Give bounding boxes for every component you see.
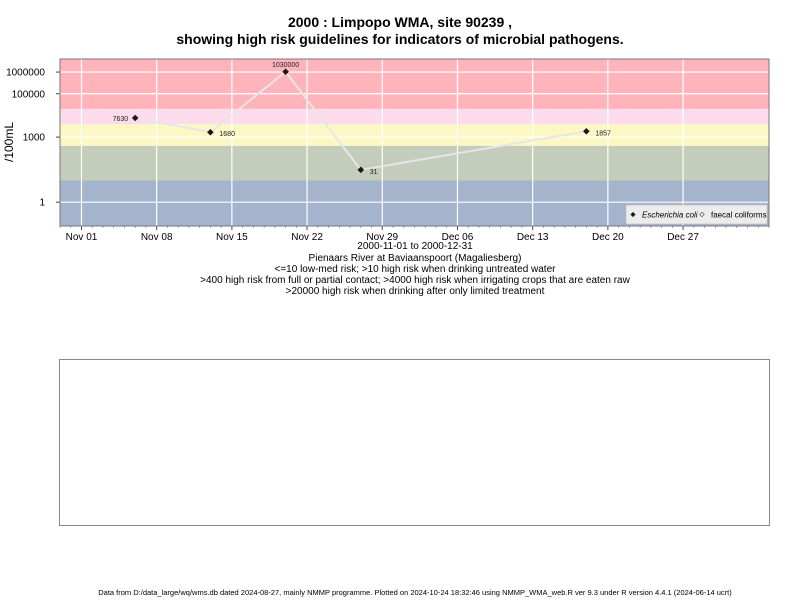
y-tick-label-3: 1000000: [6, 68, 45, 79]
chart-title-line2: showing high risk guidelines for indicat…: [176, 31, 624, 47]
legend-marker-0: [630, 211, 636, 218]
site-name-label: Pienaars River at Baviaanspoort (Magalie…: [308, 253, 522, 264]
data-label-0: 7630: [113, 116, 129, 123]
legend: Escherichia coli faecal coliforms: [625, 204, 768, 225]
y-tick-label-0: 1: [39, 198, 45, 209]
risk-band-5: [60, 59, 769, 109]
x-tick-label-3: Nov 22: [291, 232, 323, 240]
risk-band-2: [60, 145, 769, 181]
x-tick-label-6: Dec 13: [517, 232, 549, 240]
risk-bands: [60, 59, 769, 226]
y-tick-label-1: 1000: [23, 133, 46, 144]
date-range-label: 2000-11-01 to 2000-12-31: [357, 241, 473, 252]
risk-band-1: [60, 180, 769, 203]
guideline-text-3: >20000 high risk when drinking after onl…: [285, 286, 545, 297]
x-tick-label-1: Nov 08: [141, 232, 173, 240]
y-axis: 1 1000 100000 1000000: [6, 68, 60, 209]
legend-box: [625, 204, 768, 225]
x-tick-label-5: Dec 06: [442, 232, 474, 240]
risk-band-3: [60, 124, 769, 146]
legend-marker-1: [699, 211, 705, 218]
grid-lines: [60, 59, 769, 226]
chart-title-line1: 2000 : Limpopo WMA, site 90239 ,: [287, 14, 513, 30]
x-tick-label-2: Nov 15: [216, 232, 248, 240]
data-points: 7630 1680 1030000 31 1857: [113, 62, 611, 176]
legend-label-0: Escherichia coli: [642, 211, 698, 220]
guideline-text-1: <=10 low-med risk; >10 high risk when dr…: [274, 264, 556, 275]
legend-label-1: faecal coliforms: [711, 211, 767, 220]
footer-note: Data from D:/data_large/wq/wms.db dated …: [98, 588, 732, 597]
empty-plot-panel: [59, 359, 770, 526]
risk-band-0: [60, 202, 769, 226]
plot-border: [59, 58, 770, 227]
x-tick-label-0: Nov 01: [66, 232, 98, 240]
x-tick-label-7: Dec 20: [592, 232, 624, 240]
chart-area: 7630 1680 1030000 31 1857 Nov 01 Nov 08 Nov 15…: [2, 58, 770, 240]
data-point-1: [207, 128, 214, 136]
data-label-2: 1030000: [272, 62, 299, 69]
y-axis-label: /100mL: [2, 122, 16, 162]
data-point-4: [583, 127, 590, 135]
data-label-3: 31: [370, 169, 378, 176]
y-tick-label-2: 100000: [12, 89, 46, 100]
data-point-0: [131, 114, 139, 122]
guideline-text-2: >400 high risk from full or partial cont…: [200, 275, 630, 286]
data-point-2: [282, 68, 289, 76]
data-label-1: 1680: [219, 131, 235, 138]
data-point-3: [357, 166, 365, 174]
x-tick-label-4: Nov 29: [366, 232, 398, 240]
x-tick-label-8: Dec 27: [667, 232, 699, 240]
data-label-4: 1857: [595, 130, 611, 137]
x-axis: Nov 01 Nov 08 Nov 15 Nov 22 Nov 29 Dec 06 Dec …: [59, 226, 770, 240]
risk-band-4: [60, 108, 769, 125]
